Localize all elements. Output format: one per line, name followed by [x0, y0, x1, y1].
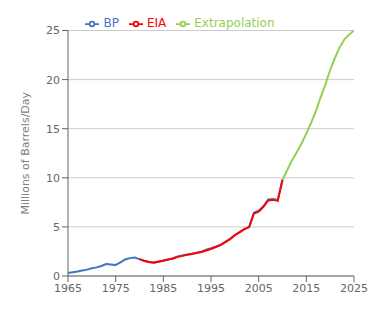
svg-text:10: 10 — [46, 172, 60, 185]
html-text:EIA: EIA — [146, 16, 167, 30]
html-text:Extrapolation: Extrapolation — [194, 16, 275, 30]
svg-text:15: 15 — [46, 123, 60, 136]
svg-text:20: 20 — [46, 74, 60, 87]
svg-text:1995: 1995 — [197, 282, 225, 295]
html-text:BP: BP — [103, 16, 119, 30]
svg-text:2005: 2005 — [245, 282, 273, 295]
svg-text:1965: 1965 — [54, 282, 82, 295]
svg-text:1985: 1985 — [149, 282, 177, 295]
svg-text:2015: 2015 — [292, 282, 320, 295]
svg-text:25: 25 — [46, 24, 60, 37]
svg-text:Millions of Barrels/Day: Millions of Barrels/Day — [19, 91, 32, 214]
svg-text:1975: 1975 — [102, 282, 130, 295]
svg-text:0: 0 — [53, 270, 60, 283]
svg-text:2025: 2025 — [340, 282, 368, 295]
svg-text:5: 5 — [53, 221, 60, 234]
